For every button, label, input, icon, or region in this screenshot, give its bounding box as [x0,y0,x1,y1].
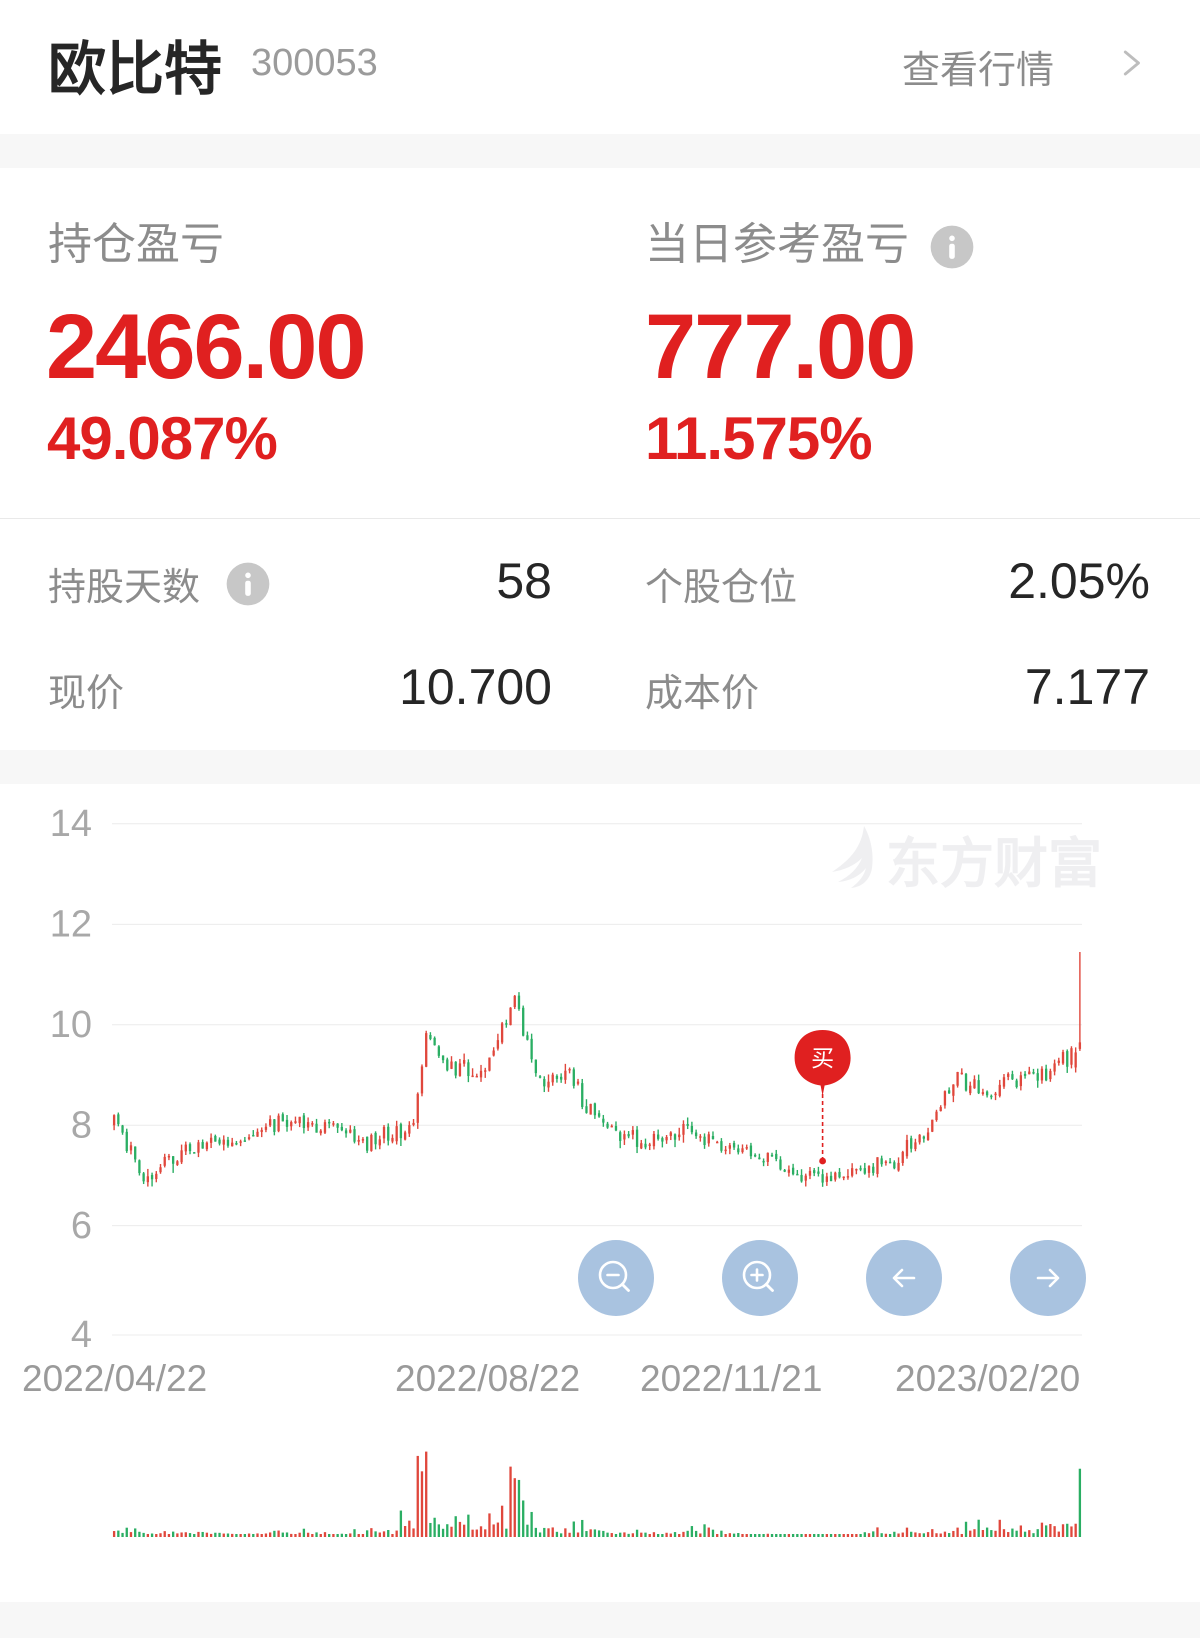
svg-text:8: 8 [71,1105,92,1147]
svg-text:12: 12 [50,904,92,946]
svg-text:2022/11/21: 2022/11/21 [640,1358,822,1399]
svg-text:2023/02/20: 2023/02/20 [895,1358,1080,1399]
svg-text:东方财富: 东方财富 [886,834,1102,894]
svg-text:2022/04/22: 2022/04/22 [22,1358,207,1399]
svg-text:10: 10 [50,1004,92,1046]
svg-text:6: 6 [71,1205,92,1247]
svg-text:14: 14 [50,803,92,845]
svg-text:4: 4 [71,1314,92,1356]
svg-text:买: 买 [811,1045,834,1071]
svg-text:2022/08/22: 2022/08/22 [395,1358,580,1399]
